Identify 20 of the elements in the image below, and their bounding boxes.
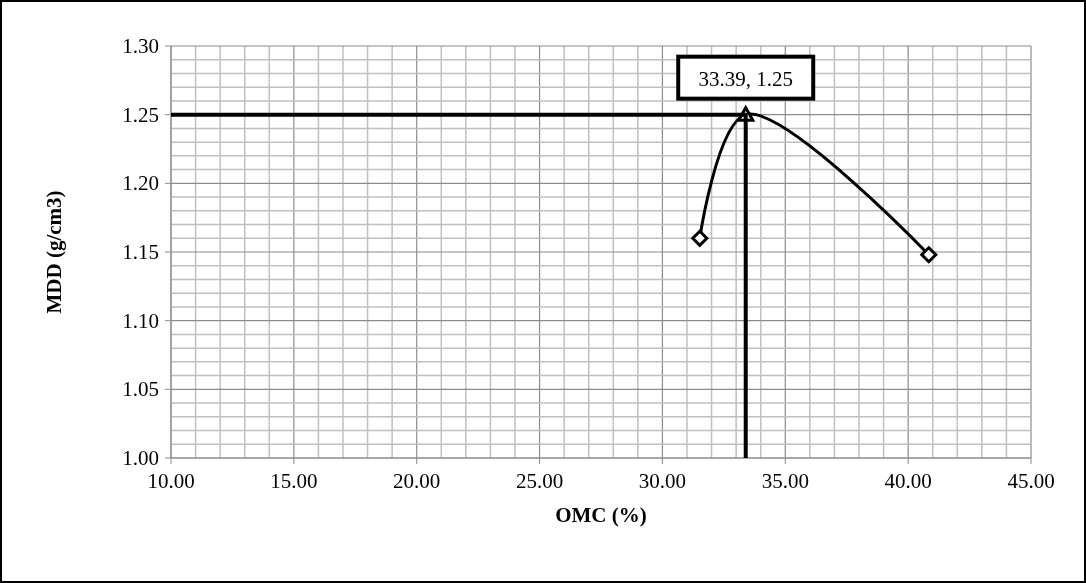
- x-tick-label: 20.00: [393, 469, 441, 493]
- point: [920, 246, 938, 264]
- y-tick-label: 1.10: [122, 308, 159, 333]
- x-tick-label: 15.00: [270, 469, 318, 493]
- y-tick-label: 1.05: [122, 377, 159, 402]
- y-tick-label: 1.25: [122, 102, 159, 127]
- y-tick-label: 1.15: [122, 240, 159, 264]
- y-tick-label: 1.00: [122, 446, 159, 470]
- x-tick-label: 45.00: [1007, 469, 1055, 493]
- x-tick-label: 35.00: [761, 469, 809, 493]
- y-tick-label: 1.30: [122, 34, 159, 58]
- y-axis-title: MDD (g/cm3): [42, 190, 66, 314]
- y-tick-label: 1.20: [122, 171, 159, 196]
- x-tick-label: 10.00: [147, 469, 195, 493]
- point: [691, 229, 709, 247]
- x-tick-label: 40.00: [884, 469, 932, 493]
- x-tick-label: 30.00: [638, 469, 687, 493]
- x-tick-label: 25.00: [515, 469, 564, 493]
- annotation: 33.39, 1.25: [698, 66, 793, 91]
- x-axis-title: OMC (%): [555, 503, 647, 527]
